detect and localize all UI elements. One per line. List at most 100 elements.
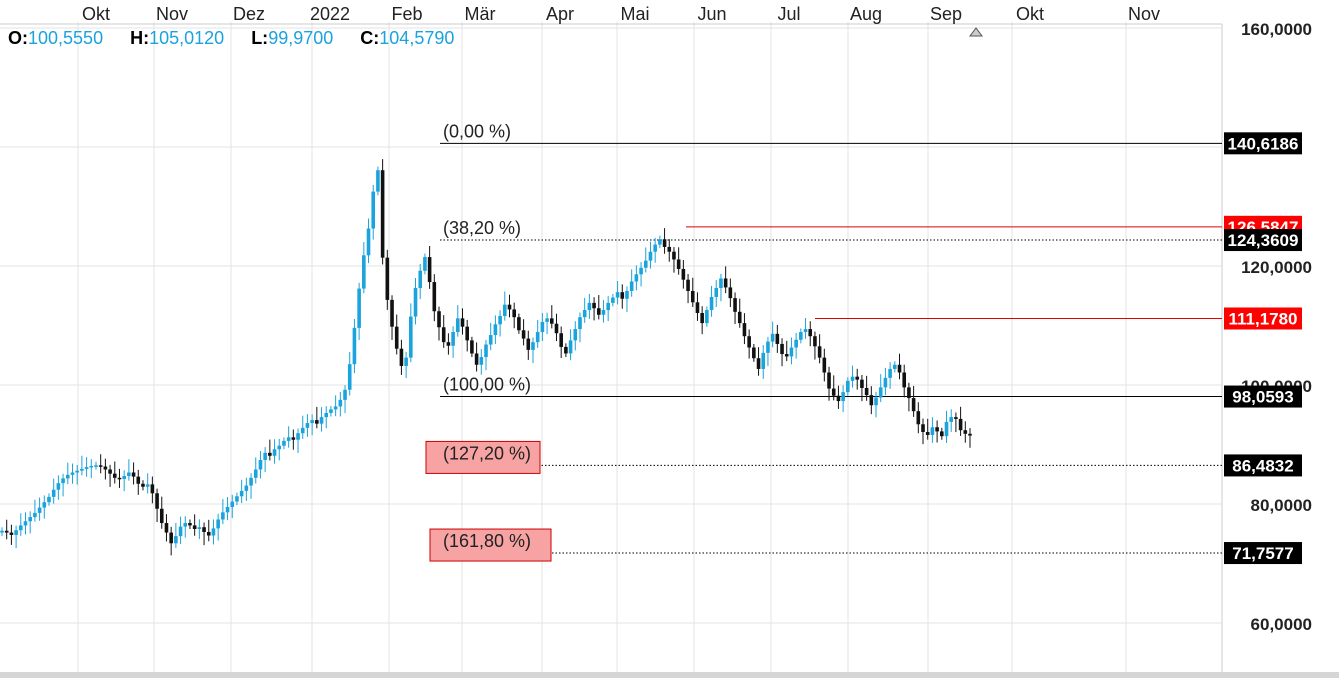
candle: [549, 305, 554, 329]
candle: [263, 447, 267, 473]
price-tag: 111,1780: [1224, 307, 1302, 330]
x-tick-label: Mär: [465, 4, 496, 24]
x-tick-label: Aug: [850, 4, 882, 24]
candle: [300, 415, 305, 439]
candle: [98, 454, 103, 474]
candle: [930, 417, 935, 443]
candle: [944, 410, 949, 443]
candle: [949, 409, 954, 432]
candle: [28, 511, 32, 534]
candle: [535, 319, 540, 348]
candle: [56, 475, 61, 500]
candle: [216, 513, 220, 541]
candle: [723, 266, 728, 294]
candle: [333, 395, 338, 417]
candle: [394, 314, 399, 355]
candle: [338, 392, 343, 417]
candle: [897, 353, 902, 380]
candle: [14, 525, 18, 549]
candle: [319, 407, 324, 432]
candle: [874, 391, 878, 418]
candle: [0, 527, 4, 537]
candle: [925, 418, 930, 440]
candle: [592, 297, 596, 321]
candle: [70, 463, 75, 484]
candles: [0, 159, 972, 556]
candle: [784, 340, 789, 362]
candle: [606, 296, 610, 322]
price-tag: 71,7577: [1224, 542, 1302, 565]
y-tick-label: 60,0000: [1251, 615, 1312, 634]
candle: [155, 488, 159, 522]
candle: [893, 361, 897, 373]
candle: [883, 367, 888, 396]
candle: [174, 522, 178, 548]
candle: [413, 278, 418, 325]
candle: [437, 306, 441, 341]
x-tick-label: Mai: [620, 4, 649, 24]
candle: [808, 321, 813, 347]
candle: [112, 461, 117, 484]
price-tag: 140,6186: [1224, 132, 1302, 155]
candle: [935, 420, 939, 443]
candle: [75, 464, 79, 485]
x-tick-label: Jul: [777, 4, 800, 24]
svg-text:86,4832: 86,4832: [1232, 456, 1293, 475]
close-value: 104,5790: [379, 28, 455, 48]
scroll-marker-icon[interactable]: [969, 27, 983, 37]
y-tick-label: 120,0000: [1241, 258, 1312, 277]
candle: [705, 306, 709, 327]
candle: [564, 343, 568, 358]
candle: [310, 414, 314, 436]
candle: [122, 470, 126, 492]
candle: [775, 324, 780, 353]
candle: [432, 274, 437, 322]
x-tick-label: Nov: [1128, 4, 1160, 24]
candle: [347, 352, 352, 396]
candle: [108, 464, 112, 487]
candle: [366, 218, 371, 264]
candle: [192, 514, 197, 536]
candle: [239, 479, 244, 504]
candle: [249, 473, 253, 499]
candle: [846, 377, 850, 396]
candle: [554, 313, 559, 342]
candle: [864, 375, 869, 401]
svg-text:71,7577: 71,7577: [1232, 544, 1293, 563]
candle: [911, 385, 916, 417]
candle: [136, 469, 141, 495]
candle: [225, 496, 230, 521]
x-tick-label: Apr: [546, 4, 574, 24]
candle: [794, 332, 798, 359]
x-tick-label: Okt: [82, 4, 110, 24]
candle: [968, 428, 972, 448]
candle: [521, 319, 526, 346]
candle: [916, 402, 921, 434]
candle: [813, 331, 817, 360]
fib-level-label: (100,00 %): [443, 375, 531, 395]
candle: [197, 519, 202, 539]
candle: [639, 262, 643, 287]
candle: [493, 315, 498, 344]
price-tag: 86,4832: [1224, 454, 1302, 477]
candle: [963, 421, 968, 443]
candle: [291, 429, 296, 450]
x-tick-label: Okt: [1016, 4, 1044, 24]
candle: [211, 519, 216, 545]
fib-highlight-box: [429, 528, 552, 562]
candle: [695, 292, 700, 321]
candle: [737, 298, 742, 328]
candle: [178, 516, 183, 544]
candle: [51, 478, 56, 504]
fib-level-label: (161,80 %): [443, 531, 531, 551]
open-label: O:: [8, 28, 28, 48]
candle: [235, 492, 239, 506]
candle: [559, 326, 563, 358]
candle: [643, 247, 648, 273]
candle: [596, 295, 601, 320]
candle: [18, 513, 23, 536]
candle: [4, 519, 9, 540]
candle: [822, 348, 827, 382]
open-value: 100,5550: [28, 28, 104, 48]
